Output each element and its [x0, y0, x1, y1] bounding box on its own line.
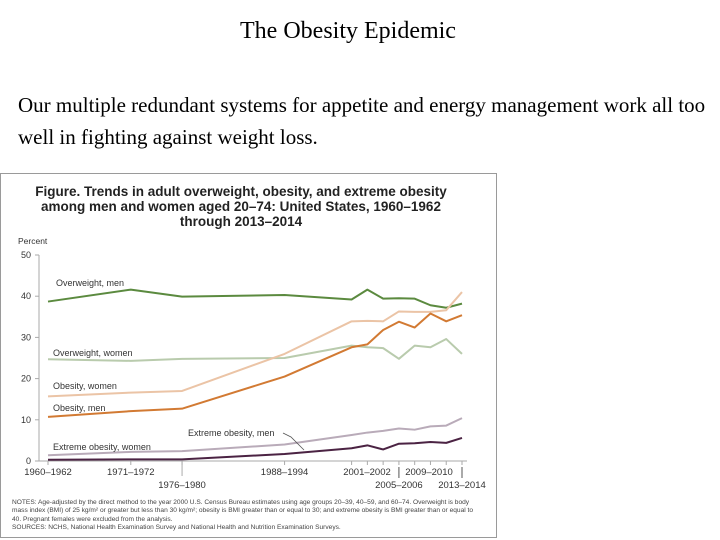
series-line-extreme-obesity-men — [47, 436, 463, 461]
x-tick-label: 2009–2010 — [405, 467, 453, 478]
series-line-obesity-men — [47, 312, 463, 418]
x-tick-label: 1960–1962 — [24, 467, 72, 478]
notes-text: NOTES: Age-adjusted by the direct method… — [12, 499, 474, 523]
label-leader-line — [282, 432, 305, 451]
y-tick-label: 30 — [21, 332, 31, 342]
series-line-overweight-men — [47, 288, 463, 309]
x-tick-label: 2005–2006 — [375, 480, 423, 491]
y-tick-label: 50 — [21, 250, 31, 260]
figure-title-line: through 2013–2014 — [179, 214, 303, 229]
y-tick-label: 20 — [21, 374, 31, 384]
y-tick-label: 40 — [21, 291, 31, 301]
x-tick-label: 1971–1972 — [107, 467, 155, 478]
series-label: Overweight, men — [56, 278, 124, 288]
sources-text: SOURCES: NCHS, National Health Examinati… — [12, 524, 341, 532]
series-label: Obesity, men — [53, 403, 105, 413]
series-line-extreme-obesity-women — [47, 417, 463, 457]
series-label: Overweight, women — [53, 348, 133, 358]
series-label: Obesity, women — [53, 381, 117, 391]
slide-body-text: Our multiple redundant systems for appet… — [18, 93, 706, 149]
series-line-overweight-women — [47, 338, 463, 362]
y-tick-label: 0 — [26, 456, 31, 466]
x-tick-label: 1988–1994 — [261, 467, 309, 478]
y-axis-label: Percent — [18, 236, 48, 246]
series-label: Extreme obesity, women — [53, 442, 151, 452]
series-label: Extreme obesity, men — [188, 428, 274, 438]
x-tick-label: 1976–1980 — [158, 480, 206, 491]
series-line-obesity-women — [47, 291, 463, 398]
x-tick-label: 2001–2002 — [343, 467, 391, 478]
figure-title-line: among men and women aged 20–74: United S… — [41, 199, 441, 214]
line-chart: Percent 0 10 20 30 40 50 1960–1962 1971–19721976… — [18, 236, 486, 491]
figure-title: Figure. Trends in adult overweight, obes… — [1, 184, 481, 229]
figure-title-line: Figure. Trends in adult overweight, obes… — [35, 184, 447, 199]
y-tick-label: 10 — [21, 415, 31, 425]
slide-title: The Obesity Epidemic — [240, 18, 456, 44]
x-tick-label: 2013–2014 — [438, 480, 486, 491]
obesity-trends-figure: Figure. Trends in adult overweight, obes… — [0, 173, 497, 538]
figure-notes: NOTES: Age-adjusted by the direct method… — [12, 499, 482, 533]
